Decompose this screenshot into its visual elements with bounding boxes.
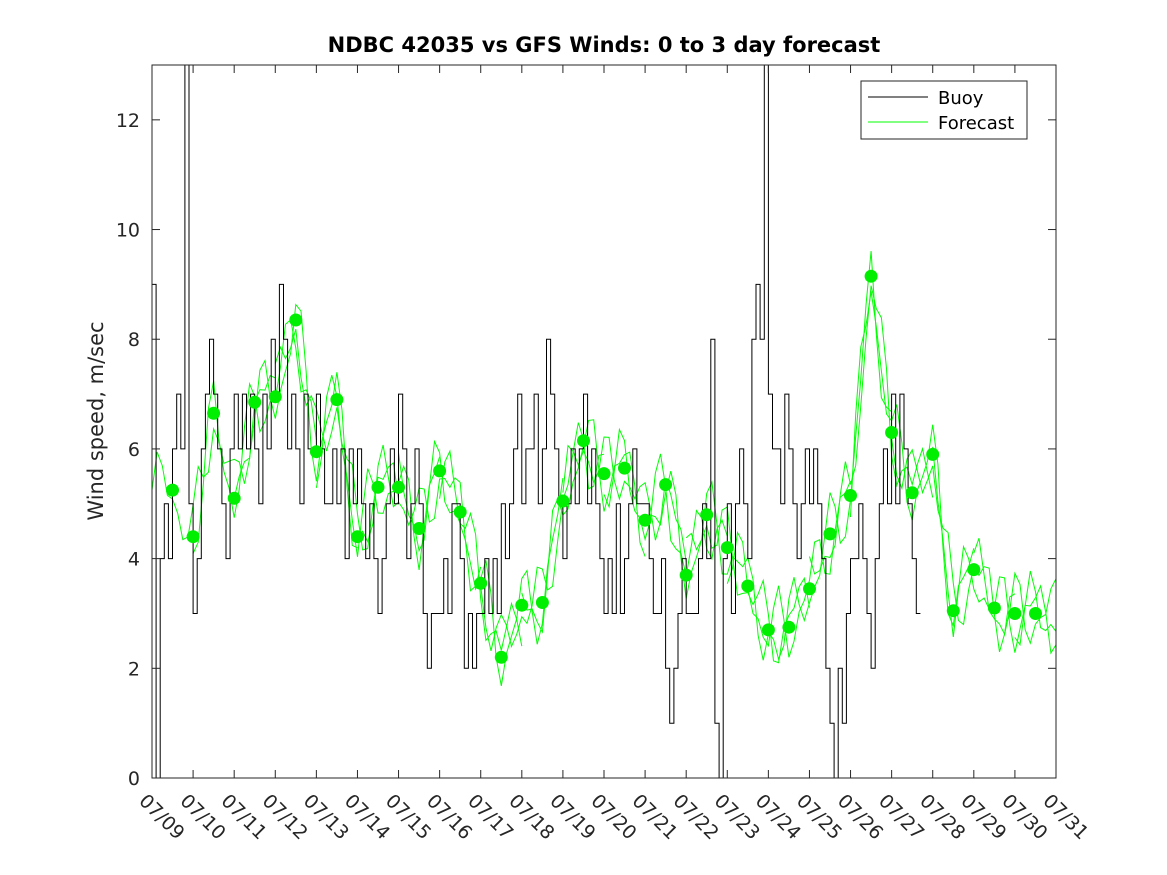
forecast-point — [823, 527, 837, 541]
forecast-point — [700, 508, 714, 522]
forecast-point — [351, 530, 364, 544]
y-axis-label: Wind speed, m/sec — [84, 321, 108, 520]
y-tick-label: 4 — [128, 549, 140, 571]
forecast-point — [371, 480, 385, 494]
forecast-point — [618, 461, 631, 475]
forecast-point — [659, 478, 673, 492]
forecast-run-line — [809, 285, 934, 575]
y-tick-label: 10 — [116, 220, 140, 242]
forecast-point — [1008, 607, 1022, 620]
forecast-point — [782, 620, 796, 634]
forecast-point — [987, 601, 1001, 615]
forecast-point — [967, 563, 981, 577]
forecast-point — [844, 489, 857, 502]
forecast-point — [864, 269, 878, 283]
forecast-point — [227, 491, 241, 505]
y-tick-label: 0 — [128, 768, 140, 790]
legend-box — [860, 80, 1028, 140]
forecast-point — [494, 650, 508, 664]
forecast-run-line — [973, 538, 1057, 645]
forecast-point — [741, 579, 755, 593]
legend: Buoy Forecast — [860, 80, 1028, 140]
y-tick-label: 8 — [128, 329, 140, 351]
forecast-point — [309, 445, 323, 459]
forecast-point — [474, 576, 488, 590]
forecast-point — [330, 393, 344, 407]
forecast-point — [885, 426, 899, 439]
forecast-point — [679, 568, 693, 582]
series-layer — [151, 64, 1057, 779]
forecast-point — [638, 513, 652, 527]
forecast-point — [535, 596, 549, 609]
forecast-point — [207, 406, 221, 420]
forecast-point — [248, 395, 262, 409]
forecast-point — [946, 604, 960, 618]
forecast-point — [186, 530, 200, 544]
forecast-point — [412, 522, 426, 535]
forecast-point — [453, 505, 467, 519]
chart-title: NDBC 42035 vs GFS Winds: 0 to 3 day fore… — [328, 33, 881, 57]
y-tick-label: 6 — [128, 439, 140, 461]
legend-buoy-label: Buoy — [938, 88, 984, 109]
forecast-point — [720, 541, 734, 555]
forecast-run-line — [1014, 570, 1057, 647]
forecast-point — [761, 623, 775, 637]
forecast-run-line — [891, 438, 1016, 653]
forecast-point — [166, 483, 179, 497]
forecast-point — [556, 494, 570, 508]
y-tick-label: 2 — [128, 658, 140, 680]
forecast-point — [1029, 607, 1042, 620]
forecast-point — [289, 313, 303, 327]
forecast-point — [597, 467, 611, 481]
forecast-point — [926, 447, 940, 461]
forecast-run-line — [767, 251, 892, 661]
forecast-point — [433, 464, 447, 478]
buoy-series-line — [152, 64, 921, 779]
forecast-point — [268, 390, 282, 404]
legend-forecast-label: Forecast — [938, 113, 1014, 134]
forecast-point — [392, 480, 405, 494]
plot-area — [152, 65, 1056, 778]
y-tick-label: 12 — [116, 110, 140, 132]
forecast-point — [803, 582, 816, 596]
forecast-point — [577, 434, 590, 448]
forecast-point — [515, 598, 529, 612]
forecast-run-line — [274, 328, 399, 551]
forecast-point — [905, 486, 919, 500]
